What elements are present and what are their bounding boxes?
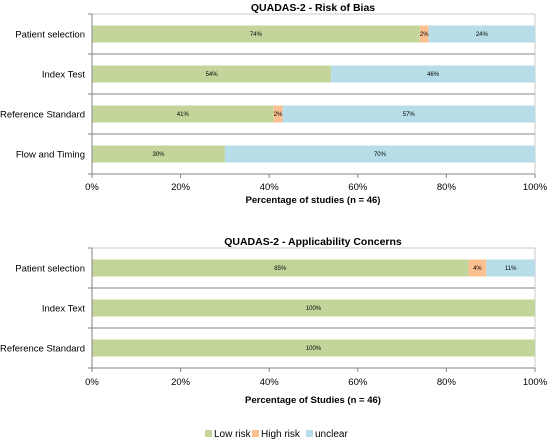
bar-segment [486,259,535,277]
x-tick-label: 80% [437,377,457,388]
data-label: 70% [374,152,387,158]
x-tick-label: 80% [437,182,457,193]
data-label: 41% [177,112,190,118]
bar-segment [331,65,535,83]
x-tick-label: 40% [260,377,280,388]
legend: Low risk High risk unclear [205,429,348,440]
legend-swatch [252,430,259,437]
bar-segment [92,145,225,163]
legend-label: unclear [315,429,348,440]
category-label: Reference Standard [0,110,85,121]
chart-title: QUADAS-2 - Applicability Concerns [224,236,402,248]
x-axis-label: Percentage of Studies (n = 46) [245,395,381,406]
data-label: 57% [403,112,416,118]
risk-of-bias-chart: QUADAS-2 - Risk of Bias Percentage of st… [0,2,548,206]
data-label: 74% [250,32,263,38]
bar-segment [468,259,487,277]
bar-segment [92,105,274,123]
bar-segment [92,259,469,277]
bar-segment [92,339,535,357]
data-label: 46% [427,72,440,78]
data-label: 11% [505,266,517,272]
data-label: 54% [206,72,219,78]
legend-label: High risk [261,429,301,440]
category-label: Flow and Timing [16,150,85,161]
data-label: 2% [274,112,283,118]
x-tick-label: 0% [85,377,99,388]
x-axis-label: Percentage of studies (n = 46) [246,195,381,206]
legend-label: Low risk [214,429,252,440]
category-label: Patient selection [15,264,85,275]
data-label: 100% [306,306,322,312]
data-label: 24% [476,32,489,38]
bar-segment [92,299,535,317]
bar-segment [92,65,332,83]
data-label: 30% [152,152,165,158]
data-label: 85% [274,266,287,272]
x-tick-label: 100% [523,377,548,388]
x-tick-label: 20% [171,377,191,388]
x-tick-label: 100% [523,182,548,193]
bar-segment [282,105,535,123]
data-label: 2% [420,32,429,38]
x-tick-label: 60% [348,377,368,388]
legend-swatch [205,430,212,437]
x-tick-label: 60% [348,182,368,193]
data-label: 100% [306,346,322,352]
bar-segment [224,145,535,163]
category-label: Reference Standard [0,344,85,355]
x-tick-label: 0% [85,182,99,193]
category-label: Index Test [42,70,85,81]
data-label: 4% [473,266,482,272]
x-tick-label: 20% [171,182,191,193]
applicability-concerns-chart: QUADAS-2 - Applicability Concerns Percen… [0,236,548,406]
chart-title: QUADAS-2 - Risk of Bias [251,2,375,14]
bar-segment [273,105,283,123]
bar-segment [428,25,535,43]
bar-segment [419,25,429,43]
category-label: Index Text [42,304,85,315]
x-tick-label: 40% [260,182,280,193]
legend-swatch [306,430,313,437]
bar-segment [92,25,420,43]
category-label: Patient selection [15,30,85,41]
